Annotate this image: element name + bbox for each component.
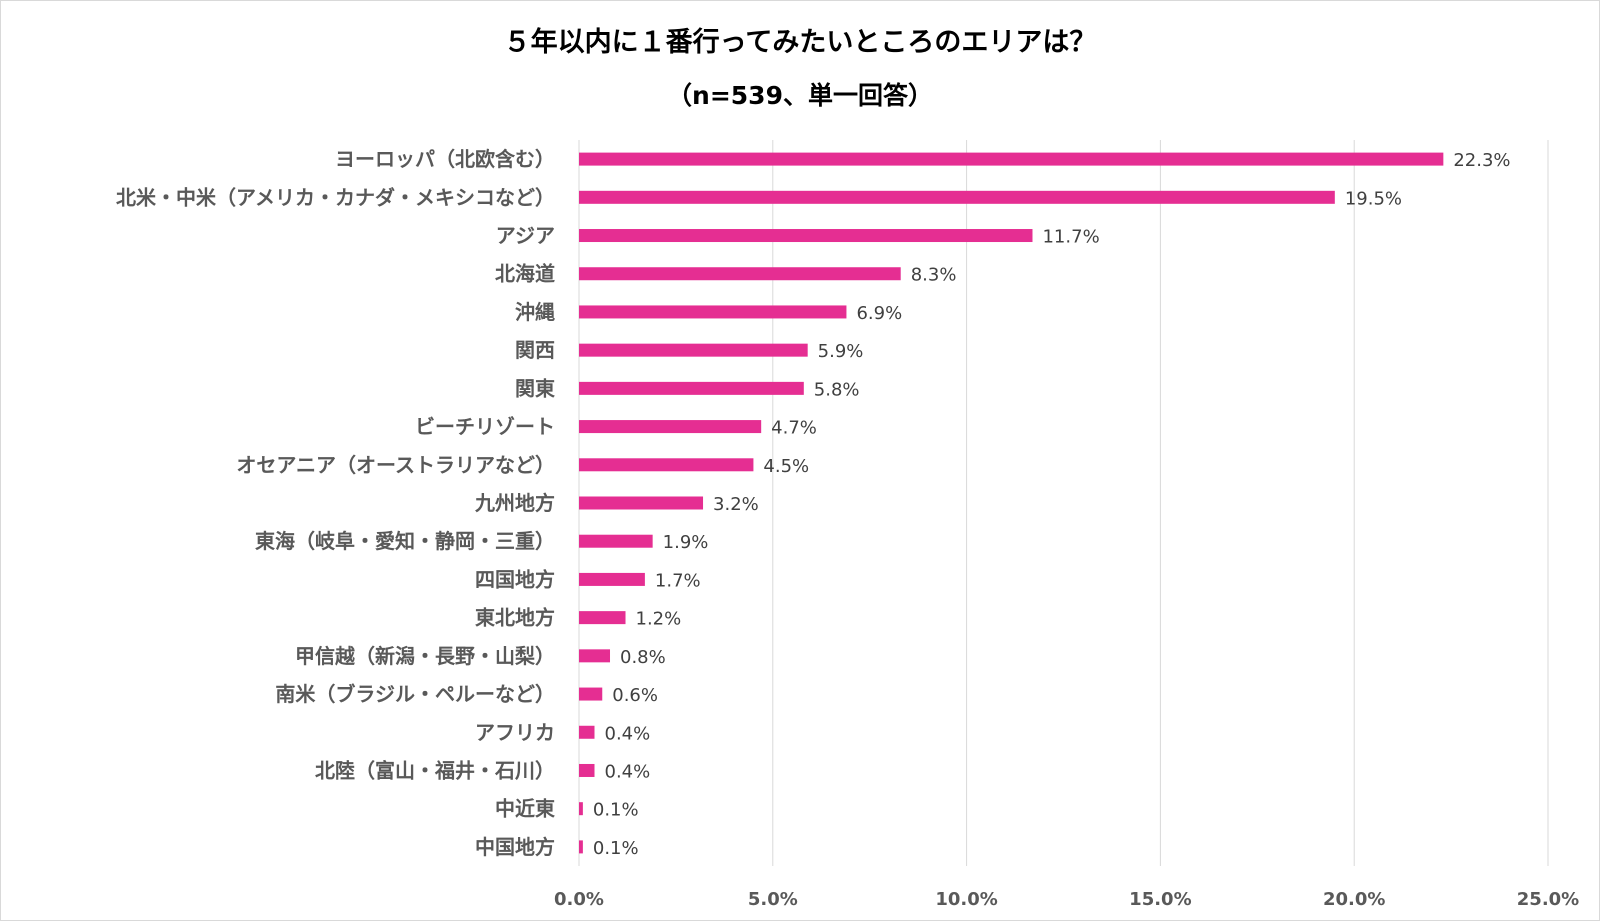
value-label: 22.3% — [1453, 150, 1510, 171]
x-tick-labels: 0.0% 5.0% 10.0% 15.0% 20.0% 25.0% — [554, 889, 1579, 910]
bar — [579, 458, 754, 472]
bar — [579, 381, 804, 395]
bar — [579, 420, 762, 434]
bar — [579, 649, 611, 663]
category-label: オセアニア（オーストラリアなど） — [236, 453, 555, 477]
value-label: 6.9% — [856, 303, 902, 324]
category-label: アジア — [496, 224, 555, 248]
x-tick-label: 0.0% — [554, 889, 604, 910]
value-label: 0.1% — [593, 838, 639, 859]
bar — [579, 687, 603, 701]
category-label: 北陸（富山・福井・石川） — [315, 758, 555, 782]
bar — [579, 305, 847, 319]
value-label: 4.7% — [771, 418, 817, 439]
category-label: 沖縄 — [515, 300, 555, 324]
bar — [579, 725, 595, 739]
value-label: 4.5% — [763, 456, 809, 477]
category-label: 北海道 — [495, 262, 555, 286]
category-label: 四国地方 — [475, 567, 555, 591]
bar — [579, 840, 583, 854]
x-tick-label: 5.0% — [748, 889, 798, 910]
chart-title: ５年以内に１番行ってみたいところのエリアは？ — [503, 27, 1097, 58]
category-label: 中近東 — [495, 797, 555, 821]
category-label: 関西 — [515, 338, 555, 362]
value-label: 19.5% — [1345, 188, 1402, 209]
value-label: 8.3% — [911, 265, 957, 286]
category-label: 北米・中米（アメリカ・カナダ・メキシコなど） — [116, 185, 555, 209]
value-label: 1.2% — [636, 609, 682, 630]
value-label: 0.4% — [605, 761, 651, 782]
chart-subtitle: （n=539、単一回答） — [667, 81, 933, 110]
bar — [579, 496, 704, 510]
category-label: 甲信越（新潟・長野・山梨） — [295, 644, 555, 668]
value-label: 5.8% — [814, 379, 860, 400]
value-label: 0.1% — [593, 800, 639, 821]
category-label: ビーチリゾート — [415, 415, 555, 439]
category-label: アフリカ — [475, 720, 555, 744]
bars — [579, 152, 1444, 854]
value-label: 0.6% — [612, 685, 658, 706]
value-label: 1.9% — [663, 532, 709, 553]
bar — [579, 534, 653, 548]
value-label: 0.4% — [605, 723, 651, 744]
category-labels: ヨーロッパ（北欧含む） 北米・中米（アメリカ・カナダ・メキシコなど） アジア北海道沖… — [116, 147, 555, 859]
category-label: 中国地方 — [475, 835, 555, 859]
category-label: 東海（岐阜・愛知・静岡・三重） — [255, 529, 555, 553]
category-label: 東北地方 — [475, 606, 555, 630]
bar — [579, 763, 595, 777]
bar — [579, 611, 626, 625]
value-label: 11.7% — [1042, 227, 1099, 248]
bar — [579, 343, 808, 357]
value-label: 3.2% — [713, 494, 759, 515]
x-tick-label: 10.0% — [935, 889, 997, 910]
value-label: 1.7% — [655, 570, 701, 591]
bar — [579, 267, 901, 281]
value-labels: 22.3% 19.5% 11.7% 8.3% 6.9% 5.9% 5.8% 4.7% 4.5%3… — [593, 150, 1511, 859]
bar — [579, 572, 645, 586]
category-label: ヨーロッパ（北欧含む） — [335, 147, 555, 171]
bar — [579, 802, 583, 816]
x-tick-label: 25.0% — [1517, 889, 1579, 910]
bar — [579, 190, 1335, 204]
category-label: 南米（ブラジル・ペルーなど） — [275, 682, 555, 706]
value-label: 5.9% — [818, 341, 864, 362]
x-tick-label: 20.0% — [1323, 889, 1385, 910]
bar — [579, 229, 1033, 243]
x-tick-label: 15.0% — [1129, 889, 1191, 910]
gridlines — [578, 140, 1549, 866]
category-label: 関東 — [515, 376, 555, 400]
bar — [579, 152, 1444, 166]
value-label: 0.8% — [620, 647, 666, 668]
category-label: 九州地方 — [474, 491, 555, 515]
